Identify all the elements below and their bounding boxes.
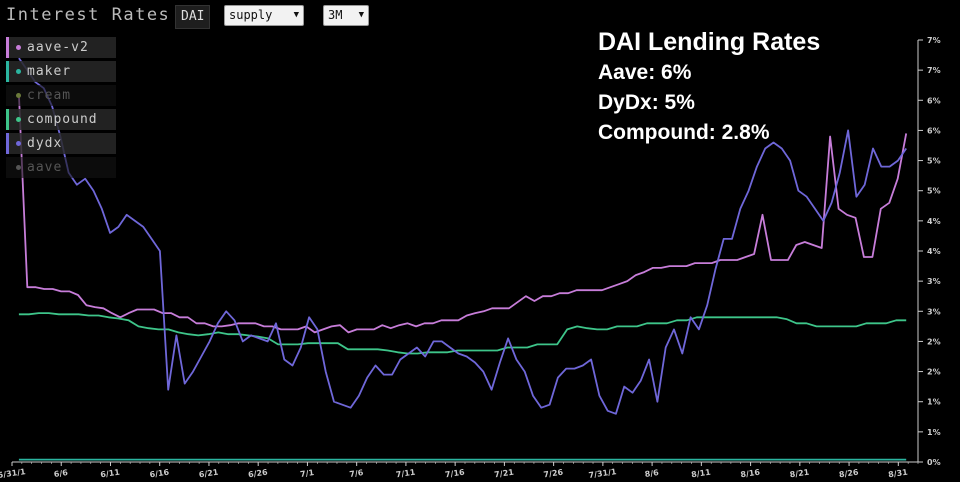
x-tick-label: 8/11 [691,468,712,480]
y-tick-label: 2% [927,337,941,346]
chevron-down-icon: ▼ [293,10,299,20]
y-tick-label: 5% [927,187,941,196]
token-label[interactable]: DAI [175,5,211,29]
series-lines [18,57,908,461]
y-tick-label: 2% [927,368,941,377]
legend-label: cream [27,88,72,103]
mode-select-value: supply [229,8,273,22]
x-tick-label: 7/1 [299,468,315,479]
legend-dot [16,93,21,98]
y-tick-label: 6% [927,96,941,105]
x-tick-label: 7/16 [444,468,465,480]
series-line-compound [18,312,907,355]
annotation-line-dydx: DyDx: 5% [598,91,695,114]
x-tick-label: 8/31 [888,468,909,480]
x-tick-label: 6/6 [53,468,69,479]
x-tick-label: 8/26 [838,468,859,480]
y-tick-label: 5% [927,157,941,166]
legend-item-compound[interactable]: compound [6,109,116,130]
x-tick-label: 7/11 [395,468,416,480]
legend-item-dydx[interactable]: dydx [6,133,116,154]
legend-marker [6,109,9,130]
x-tick-label: 5/31/1 [0,467,27,480]
range-select[interactable]: 3M ▼ [323,5,369,26]
x-tick-label: 8/21 [789,468,810,480]
annotation-title: DAI Lending Rates [598,28,821,56]
legend-dot [16,69,21,74]
axes: 5/31/1 6/6 6/11 6/16 6/21 6/26 7/1 7/6 7/11 7/16 7… [0,36,941,480]
x-tick-label: 6/26 [248,468,269,480]
legend: aave-v2 maker cream compound dydx aave [6,37,116,181]
x-tick-label: 7/31/1 [588,467,618,480]
y-tick-label: 7% [927,66,941,75]
legend-dot [16,165,21,170]
legend-label: maker [27,64,72,79]
legend-item-maker[interactable]: maker [6,61,116,82]
legend-label: dydx [27,136,63,151]
annotation-box: DAI Lending Rates Aave: 6% DyDx: 5% Comp… [598,27,820,148]
legend-label: aave [27,160,63,175]
mode-select[interactable]: supply ▼ [224,5,304,26]
x-tick-label: 6/16 [149,468,170,480]
legend-dot [16,117,21,122]
legend-marker [6,133,9,154]
x-tick-label: 7/26 [543,468,564,480]
y-tick-label: 1% [927,428,941,437]
y-tick-label: 3% [927,277,941,286]
annotation-line-compound: Compound: 2.8% [598,121,770,144]
series-line-aave-v2 [18,94,908,334]
x-tick-label: 6/21 [198,468,219,480]
legend-item-cream[interactable]: cream [6,85,116,106]
legend-label: compound [27,112,98,127]
y-tick-label: 0% [927,458,941,467]
toolbar: Interest Rates DAI supply ▼ 3M ▼ [0,0,600,32]
legend-marker [6,37,9,58]
legend-item-aave-v2[interactable]: aave-v2 [6,37,116,58]
series-line-dydx [18,57,907,415]
y-tick-label: 3% [927,307,941,316]
y-tick-label: 4% [927,247,941,256]
x-tick-label: 7/21 [494,468,515,480]
x-tick-label: 8/16 [740,468,761,480]
legend-dot [16,141,21,146]
x-tick-label: 8/6 [644,468,660,479]
x-tick-label: 6/11 [100,468,121,480]
legend-item-aave[interactable]: aave [6,157,116,178]
legend-marker [6,61,9,82]
legend-dot [16,45,21,50]
annotation-line-aave: Aave: 6% [598,61,692,84]
x-tick-label: 7/6 [349,468,365,479]
y-tick-label: 4% [927,217,941,226]
y-tick-label: 7% [927,36,941,45]
chevron-down-icon: ▼ [358,10,364,20]
legend-marker [6,157,9,178]
range-select-value: 3M [328,8,343,22]
y-tick-label: 1% [927,398,941,407]
legend-marker [6,85,9,106]
legend-label: aave-v2 [27,40,89,55]
app-title: Interest Rates [6,5,171,25]
y-tick-label: 6% [927,126,941,135]
